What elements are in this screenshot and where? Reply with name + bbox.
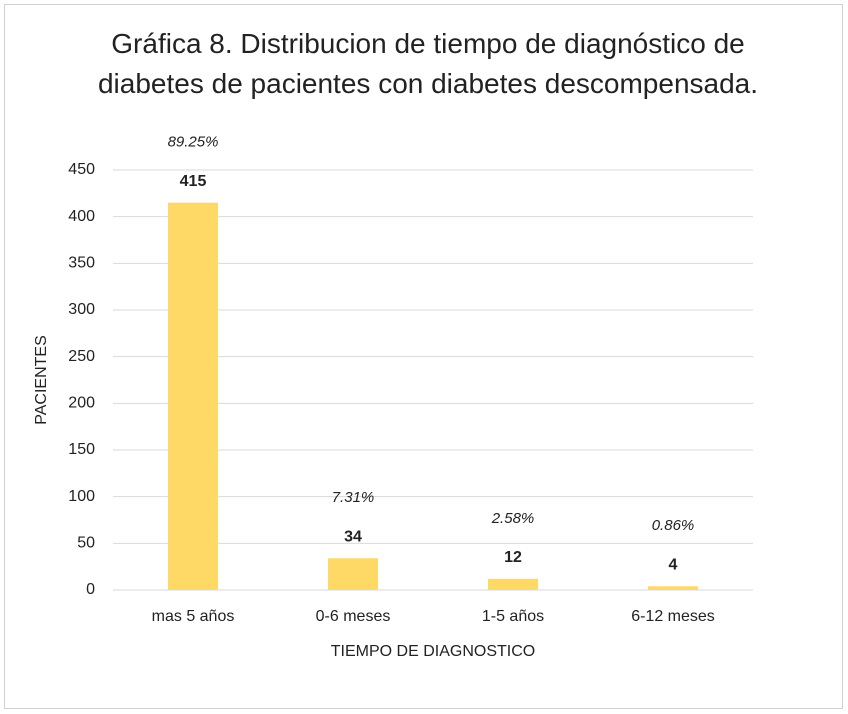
y-axis-label: PACIENTES <box>33 335 50 425</box>
y-tick-label: 100 <box>68 488 95 505</box>
y-tick-label: 400 <box>68 208 95 225</box>
bar <box>328 558 378 590</box>
y-tick-label: 0 <box>86 581 95 598</box>
y-tick-label: 250 <box>68 348 95 365</box>
x-tick-label: mas 5 años <box>152 608 235 625</box>
bar <box>648 586 698 590</box>
chart-border <box>4 4 843 709</box>
y-tick-label: 350 <box>68 255 95 272</box>
value-label: 415 <box>180 173 207 190</box>
x-tick-label: 0-6 meses <box>316 608 391 625</box>
annotation: 89.25% <box>168 134 219 151</box>
y-tick-label: 150 <box>68 441 95 458</box>
y-tick-label: 300 <box>68 301 95 318</box>
x-tick-label: 6-12 meses <box>631 608 715 625</box>
y-tick-label: 450 <box>68 161 95 178</box>
annotation: 2.58% <box>491 510 535 527</box>
y-tick-label: 50 <box>77 535 95 552</box>
x-tick-label: 1-5 años <box>482 608 544 625</box>
value-label: 12 <box>504 549 522 566</box>
bar <box>168 202 218 590</box>
annotation: 0.86% <box>652 517 695 534</box>
x-axis-label: TIEMPO DE DIAGNOSTICO <box>331 643 535 660</box>
y-tick-label: 200 <box>68 395 95 412</box>
value-label: 4 <box>669 556 678 573</box>
chart-title: Gráfica 8. Distribucion de tiempo de dia… <box>97 28 759 99</box>
annotation: 7.31% <box>332 489 375 506</box>
value-label: 34 <box>344 528 362 545</box>
bar <box>488 578 538 590</box>
